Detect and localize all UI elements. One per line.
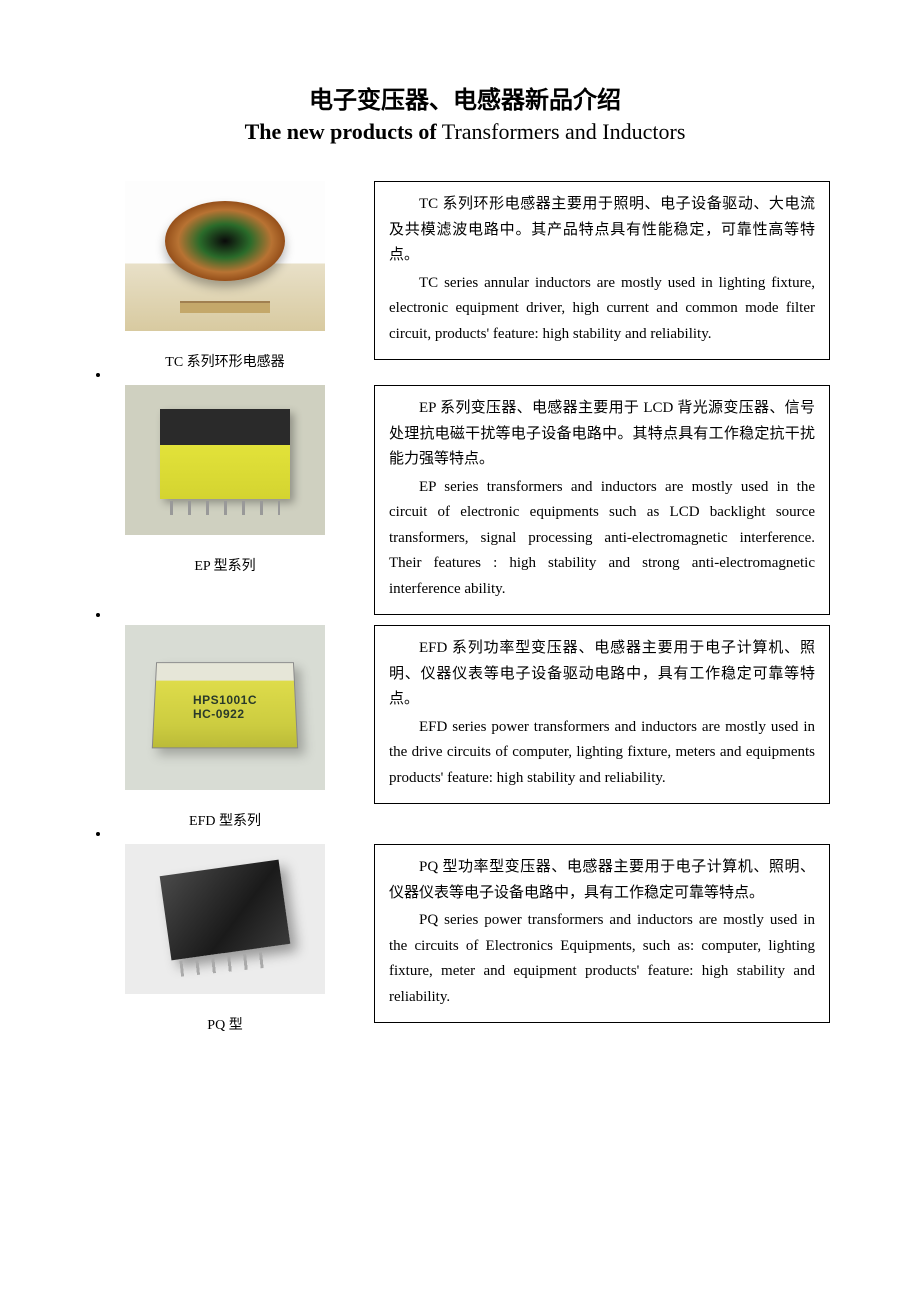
title-english-rest: Transformers and Inductors — [437, 119, 686, 144]
title-chinese: 电子变压器、电感器新品介绍 — [100, 80, 830, 115]
product-row: PQ 型 PQ 型功率型变压器、电感器主要用于电子计算机、照明、仪器仪表等电子设… — [100, 844, 830, 1038]
bullet-icon — [96, 373, 100, 377]
product-row: TC 系列环形电感器 TC 系列环形电感器主要用于照明、电子设备驱动、大电流及共… — [100, 181, 830, 375]
bullet-icon — [96, 832, 100, 836]
product-image — [125, 844, 325, 994]
product-caption: PQ 型 — [100, 1014, 350, 1034]
title-english-bold: The new products of — [245, 119, 437, 144]
product-desc-cn: PQ 型功率型变压器、电感器主要用于电子计算机、照明、仪器仪表等电子设备电路中，… — [389, 855, 815, 906]
product-row: EFD 型系列 EFD 系列功率型变压器、电感器主要用于电子计算机、照明、仪器仪… — [100, 625, 830, 834]
product-image — [125, 625, 325, 790]
product-desc-en: EFD series power transformers and induct… — [389, 715, 815, 792]
product-left-col: EFD 型系列 — [100, 625, 350, 834]
product-desc-en: TC series annular inductors are mostly u… — [389, 271, 815, 348]
document-page: 电子变压器、电感器新品介绍 The new products of Transf… — [0, 0, 920, 1128]
product-desc-en: EP series transformers and inductors are… — [389, 475, 815, 603]
product-description-box: PQ 型功率型变压器、电感器主要用于电子计算机、照明、仪器仪表等电子设备电路中，… — [374, 844, 830, 1023]
product-desc-cn: TC 系列环形电感器主要用于照明、电子设备驱动、大电流及共模滤波电路中。其产品特… — [389, 192, 815, 269]
product-caption: EFD 型系列 — [100, 810, 350, 830]
product-desc-cn: EP 系列变压器、电感器主要用于 LCD 背光源变压器、信号处理抗电磁干扰等电子… — [389, 396, 815, 473]
product-desc-en: PQ series power transformers and inducto… — [389, 908, 815, 1010]
title-english: The new products of Transformers and Ind… — [100, 119, 830, 145]
product-left-col: PQ 型 — [100, 844, 350, 1038]
product-row: EP 型系列 EP 系列变压器、电感器主要用于 LCD 背光源变压器、信号处理抗… — [100, 385, 830, 615]
product-description-box: EP 系列变压器、电感器主要用于 LCD 背光源变压器、信号处理抗电磁干扰等电子… — [374, 385, 830, 615]
product-description-box: EFD 系列功率型变压器、电感器主要用于电子计算机、照明、仪器仪表等电子设备驱动… — [374, 625, 830, 804]
product-image — [125, 181, 325, 331]
product-caption: EP 型系列 — [100, 555, 350, 575]
product-desc-cn: EFD 系列功率型变压器、电感器主要用于电子计算机、照明、仪器仪表等电子设备驱动… — [389, 636, 815, 713]
product-image — [125, 385, 325, 535]
product-left-col: TC 系列环形电感器 — [100, 181, 350, 375]
product-caption: TC 系列环形电感器 — [100, 351, 350, 371]
bullet-icon — [96, 613, 100, 617]
product-left-col: EP 型系列 — [100, 385, 350, 579]
product-description-box: TC 系列环形电感器主要用于照明、电子设备驱动、大电流及共模滤波电路中。其产品特… — [374, 181, 830, 360]
